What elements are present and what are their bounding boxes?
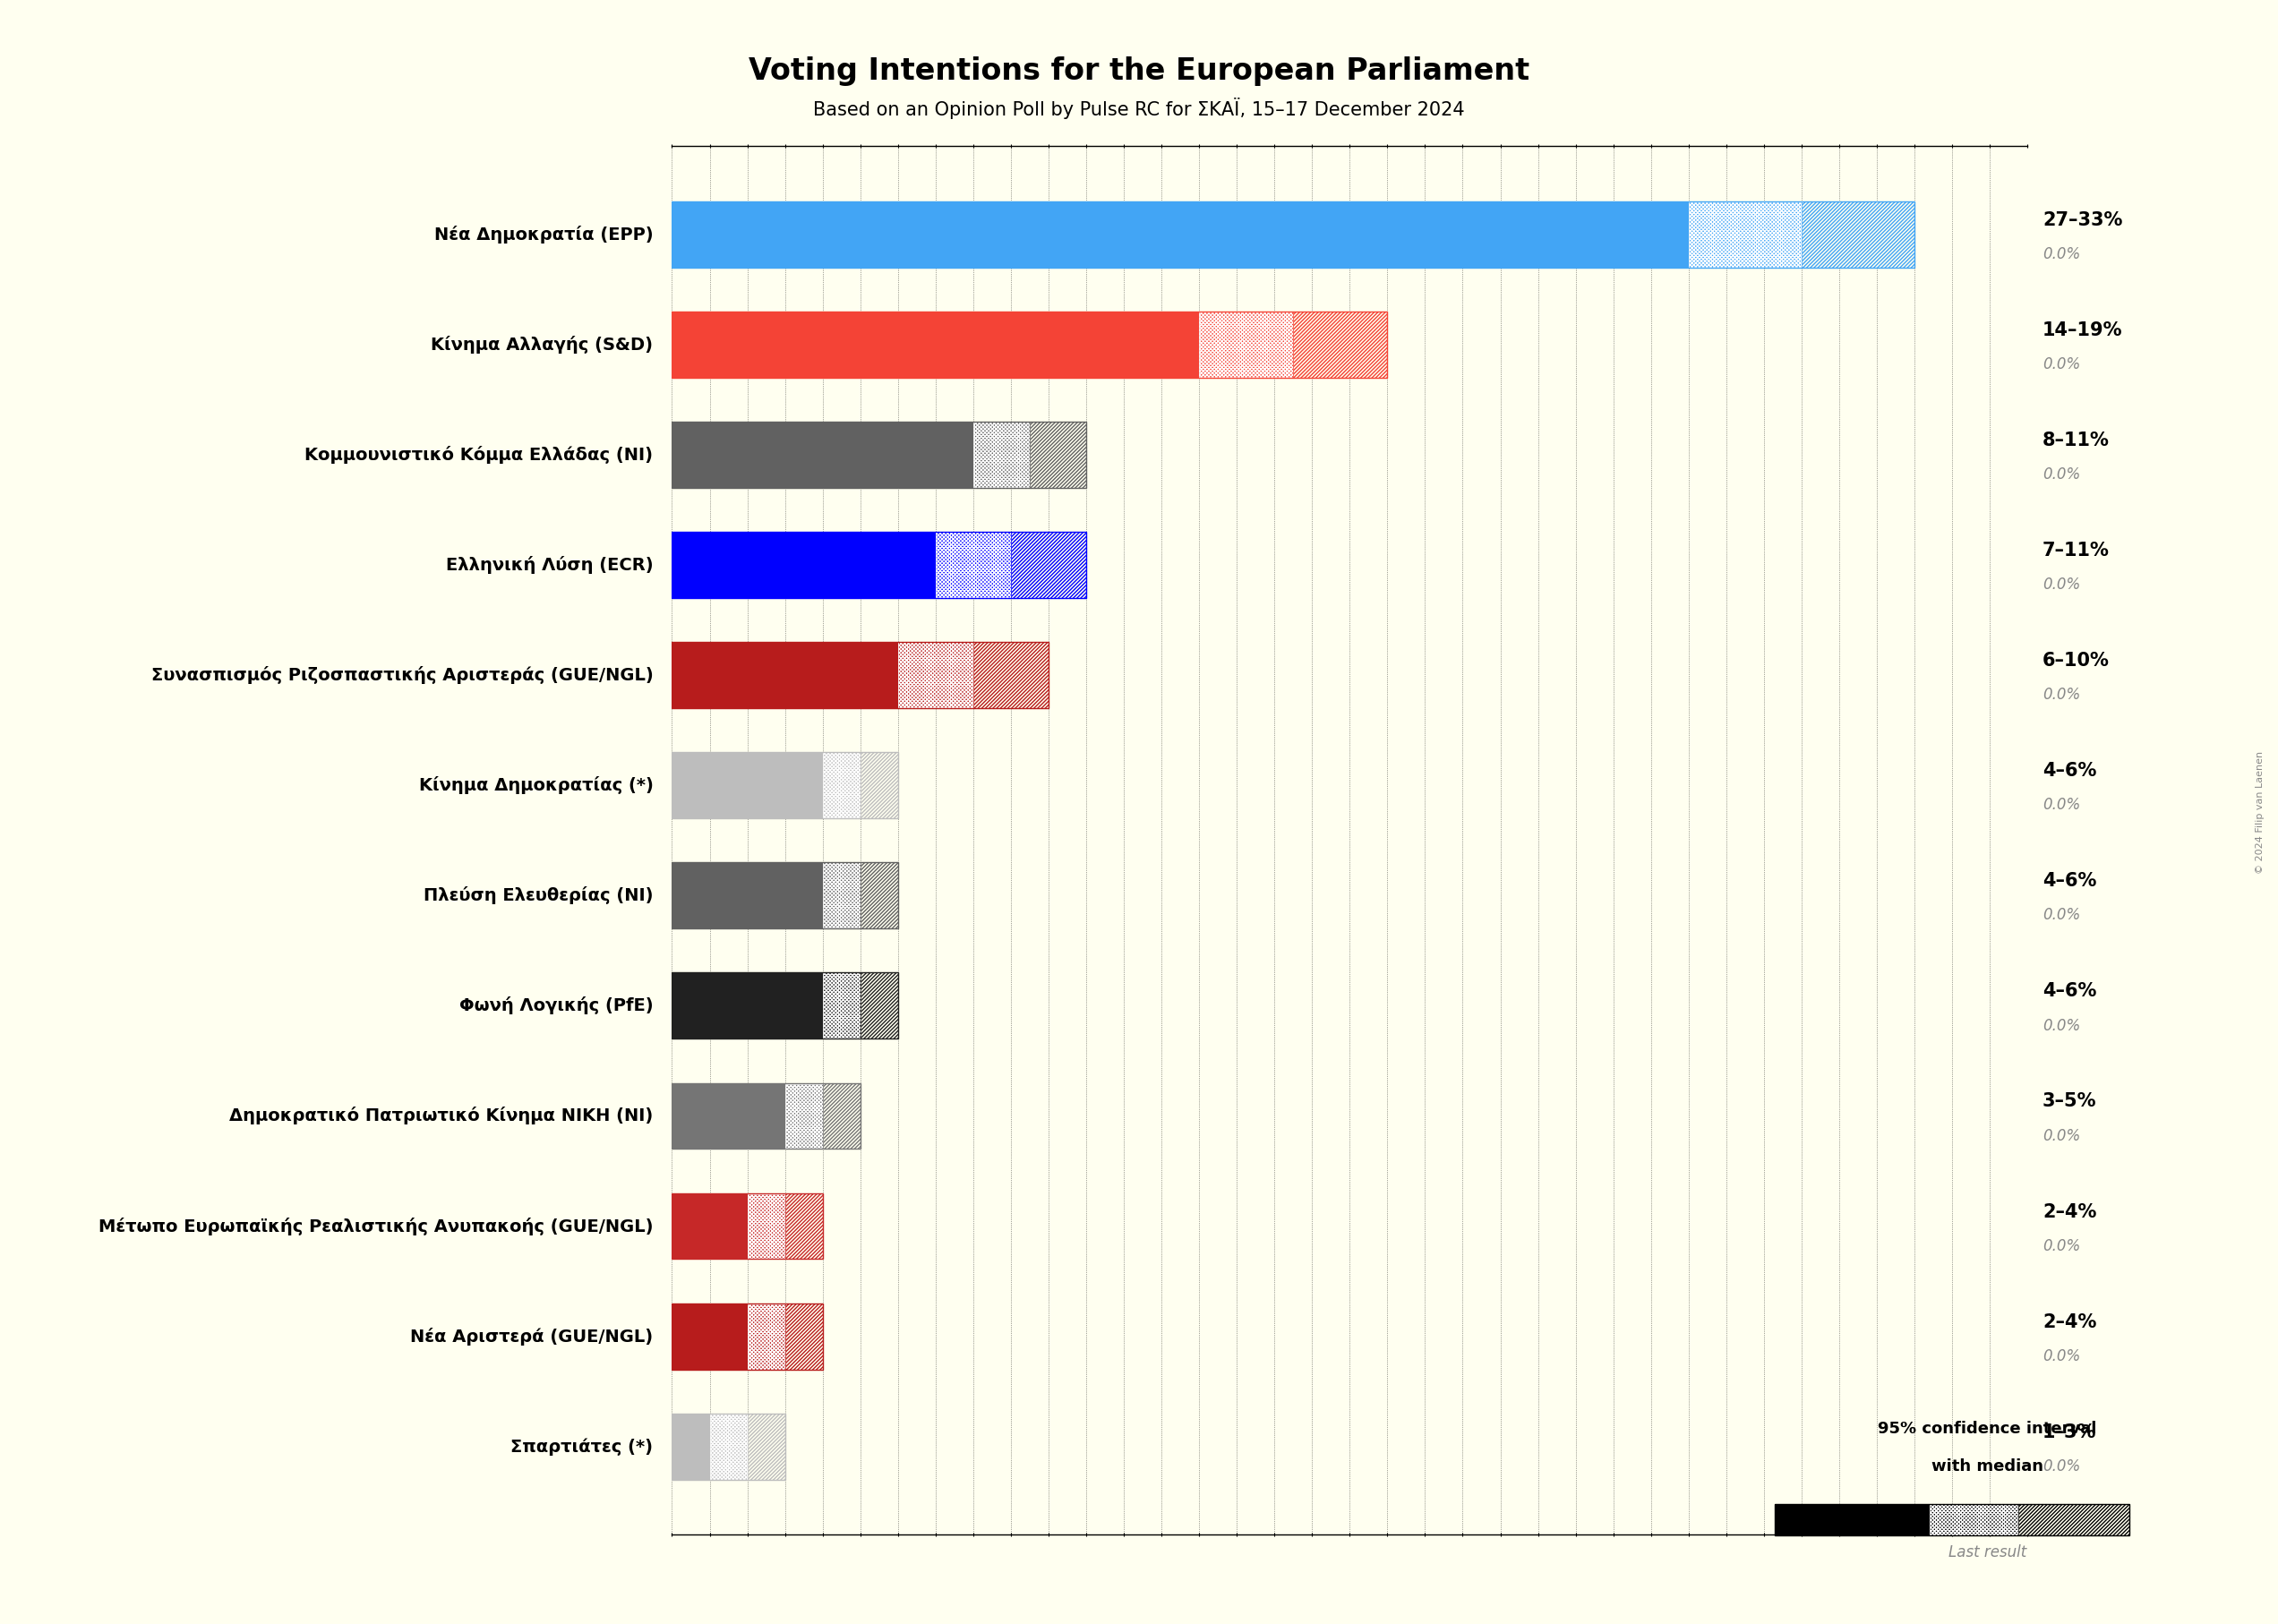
Bar xyxy=(672,1302,822,1369)
Bar xyxy=(672,201,1688,268)
Bar xyxy=(711,1413,747,1479)
Bar xyxy=(672,862,898,929)
Bar xyxy=(672,641,1048,708)
Text: 0.0%: 0.0% xyxy=(2043,1237,2080,1254)
Text: 0.0%: 0.0% xyxy=(2043,1458,2080,1475)
Bar xyxy=(672,862,822,929)
Bar xyxy=(672,1302,747,1369)
Bar xyxy=(822,862,861,929)
Bar xyxy=(672,1413,711,1479)
Bar xyxy=(1775,1504,1929,1535)
Bar xyxy=(936,531,1011,598)
Bar xyxy=(672,1194,747,1259)
Text: Ελληνική Λύση (ECR): Ελληνική Λύση (ECR) xyxy=(446,555,654,573)
Bar xyxy=(973,641,1048,708)
Bar xyxy=(973,422,1030,487)
Text: Κίνημα Αλλαγής (S&D): Κίνημα Αλλαγής (S&D) xyxy=(431,336,654,354)
Bar xyxy=(672,201,1914,268)
Bar xyxy=(898,641,973,708)
Text: Πλεύση Ελευθερίας (NI): Πλεύση Ελευθερίας (NI) xyxy=(424,887,654,905)
Bar xyxy=(861,862,898,929)
Bar xyxy=(672,752,822,818)
Text: Κίνημα Δημοκρατίας (*): Κίνημα Δημοκρατίας (*) xyxy=(419,776,654,794)
Text: 6–10%: 6–10% xyxy=(2043,651,2109,669)
Bar xyxy=(672,973,898,1039)
Text: 2–4%: 2–4% xyxy=(2043,1314,2096,1332)
Bar xyxy=(1688,201,1802,268)
Text: Δημοκρατικό Πατριωτικό Κίνημα ΝΙΚΗ (NI): Δημοκρατικό Πατριωτικό Κίνημα ΝΙΚΗ (NI) xyxy=(230,1108,654,1125)
Text: 95% confidence interval: 95% confidence interval xyxy=(1877,1421,2098,1437)
Text: Νέα Αριστερά (GUE/NGL): Νέα Αριστερά (GUE/NGL) xyxy=(410,1327,654,1345)
Text: 0.0%: 0.0% xyxy=(2043,908,2080,924)
Bar xyxy=(1802,201,1914,268)
Bar xyxy=(672,531,1087,598)
Bar xyxy=(672,422,973,487)
Text: 0.0%: 0.0% xyxy=(2043,797,2080,814)
Text: Συνασπισμός Ριζοσπαστικής Αριστεράς (GUE/NGL): Συνασπισμός Ριζοσπαστικής Αριστεράς (GUE… xyxy=(150,666,654,684)
Bar xyxy=(672,1194,822,1259)
Text: © 2024 Filip van Laenen: © 2024 Filip van Laenen xyxy=(2255,750,2264,874)
Text: Φωνή Λογικής (PfE): Φωνή Λογικής (PfE) xyxy=(460,997,654,1015)
Bar xyxy=(861,973,898,1039)
Text: Based on an Opinion Poll by Pulse RC for ΣΚΑΪ, 15–17 December 2024: Based on an Opinion Poll by Pulse RC for… xyxy=(813,97,1465,119)
Bar xyxy=(747,1194,786,1259)
Bar xyxy=(1775,1504,2130,1535)
Text: 14–19%: 14–19% xyxy=(2043,322,2123,339)
Bar xyxy=(672,973,822,1039)
Text: 27–33%: 27–33% xyxy=(2043,211,2123,229)
Bar xyxy=(822,1083,861,1150)
Text: 4–6%: 4–6% xyxy=(2043,872,2096,890)
Text: 0.0%: 0.0% xyxy=(2043,247,2080,261)
Text: 0.0%: 0.0% xyxy=(2043,1348,2080,1364)
Text: Νέα Δημοκρατία (EPP): Νέα Δημοκρατία (EPP) xyxy=(435,226,654,244)
Bar xyxy=(747,1413,786,1479)
Bar xyxy=(1929,1504,2018,1535)
Text: Σπαρτιάτες (*): Σπαρτιάτες (*) xyxy=(510,1437,654,1455)
Bar xyxy=(1198,312,1294,378)
Text: 0.0%: 0.0% xyxy=(2043,1018,2080,1033)
Text: Κομμουνιστικό Κόμμα Ελλάδας (NI): Κομμουνιστικό Κόμμα Ελλάδας (NI) xyxy=(305,445,654,464)
Bar xyxy=(786,1083,822,1150)
Text: 4–6%: 4–6% xyxy=(2043,762,2096,780)
Bar xyxy=(672,312,1387,378)
Text: 0.0%: 0.0% xyxy=(2043,1127,2080,1143)
Text: 0.0%: 0.0% xyxy=(2043,577,2080,593)
Text: 0.0%: 0.0% xyxy=(2043,466,2080,482)
Bar xyxy=(672,1083,861,1150)
Bar xyxy=(672,312,1198,378)
Bar xyxy=(2018,1504,2130,1535)
Text: 2–4%: 2–4% xyxy=(2043,1203,2096,1221)
Text: with median: with median xyxy=(1932,1458,2043,1475)
Bar xyxy=(822,752,861,818)
Text: 1–3%: 1–3% xyxy=(2043,1423,2096,1440)
Bar xyxy=(672,531,936,598)
Text: 7–11%: 7–11% xyxy=(2043,542,2109,560)
Bar xyxy=(672,1413,786,1479)
Text: 0.0%: 0.0% xyxy=(2043,356,2080,372)
Bar xyxy=(672,1083,786,1150)
Text: Last result: Last result xyxy=(1948,1544,2027,1561)
Text: Μέτωπο Ευρωπαϊκής Ρεαλιστικής Ανυπακοής (GUE/NGL): Μέτωπο Ευρωπαϊκής Ρεαλιστικής Ανυπακοής … xyxy=(98,1216,654,1236)
Text: 0.0%: 0.0% xyxy=(2043,687,2080,703)
Bar xyxy=(786,1194,822,1259)
Bar xyxy=(822,973,861,1039)
Text: 4–6%: 4–6% xyxy=(2043,983,2096,1000)
Bar xyxy=(861,752,898,818)
Bar xyxy=(1011,531,1087,598)
Bar xyxy=(672,422,1087,487)
Bar xyxy=(747,1302,786,1369)
Bar xyxy=(672,641,898,708)
Bar xyxy=(786,1302,822,1369)
Text: Voting Intentions for the European Parliament: Voting Intentions for the European Parli… xyxy=(749,57,1529,86)
Bar xyxy=(1294,312,1387,378)
Text: 3–5%: 3–5% xyxy=(2043,1093,2096,1111)
Text: 8–11%: 8–11% xyxy=(2043,432,2109,450)
Bar xyxy=(1030,422,1087,487)
Bar xyxy=(672,752,898,818)
